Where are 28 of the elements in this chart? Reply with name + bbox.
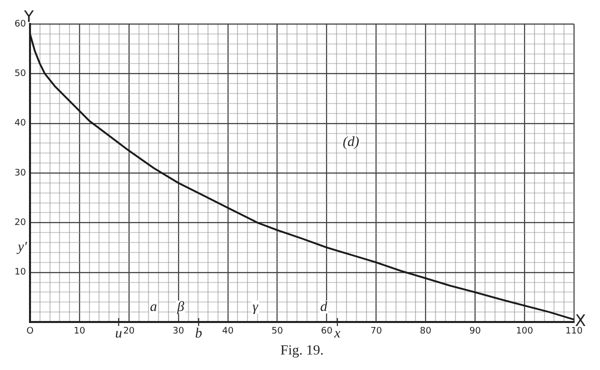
annotation: (d) bbox=[342, 134, 360, 150]
annotation: d bbox=[320, 300, 328, 316]
x-tick-label: 30 bbox=[172, 326, 184, 337]
x-tick-label: 110 bbox=[565, 326, 583, 337]
text: u bbox=[115, 326, 122, 342]
x-tick-label: 80 bbox=[420, 326, 432, 337]
y-tick-label: 40 bbox=[14, 118, 26, 129]
x-tick-label: 100 bbox=[516, 326, 534, 337]
x-tick-label: 50 bbox=[272, 326, 284, 337]
caption: Fig. 19. bbox=[280, 344, 324, 359]
annotation: β bbox=[176, 300, 184, 316]
y-tick-label: 50 bbox=[14, 69, 26, 80]
y-tick-label: 20 bbox=[14, 218, 26, 228]
text: b bbox=[195, 326, 202, 342]
x-tick-label: 10 bbox=[74, 326, 86, 337]
x-tick-label: 40 bbox=[222, 326, 234, 337]
annotation: γ bbox=[252, 300, 258, 316]
y-tick-label: 10 bbox=[14, 268, 26, 278]
text: y′ bbox=[16, 240, 28, 256]
x-tick-label: 60 bbox=[321, 326, 333, 337]
text: x bbox=[333, 326, 342, 342]
y-tick-label: 60 bbox=[14, 19, 26, 30]
x-tick-label: 20 bbox=[123, 326, 135, 337]
x-tick-label: 70 bbox=[370, 326, 382, 337]
annotation: a bbox=[150, 300, 157, 316]
x-tick-label: O bbox=[26, 326, 34, 337]
x-tick-label: 90 bbox=[469, 326, 482, 337]
y-tick-label: 30 bbox=[14, 168, 26, 178]
